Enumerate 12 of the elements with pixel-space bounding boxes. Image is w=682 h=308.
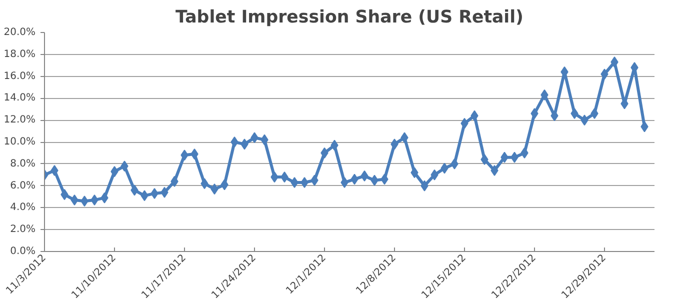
y-tick-label: 12.0% <box>4 114 36 126</box>
y-tick-label: 10.0% <box>4 136 36 148</box>
y-tick-label: 6.0% <box>10 180 36 192</box>
y-tick-label: 2.0% <box>10 224 36 236</box>
y-tick-label: 20.0% <box>4 27 36 38</box>
y-tick-label: 8.0% <box>10 158 36 170</box>
chart-title: Tablet Impression Share (US Retail) <box>176 8 524 28</box>
y-tick-label: 16.0% <box>4 70 36 82</box>
y-tick-label: 4.0% <box>10 202 36 214</box>
y-tick-label: 14.0% <box>4 92 36 104</box>
y-tick-label: 18.0% <box>4 48 36 60</box>
y-tick-label: 0.0% <box>10 246 36 257</box>
